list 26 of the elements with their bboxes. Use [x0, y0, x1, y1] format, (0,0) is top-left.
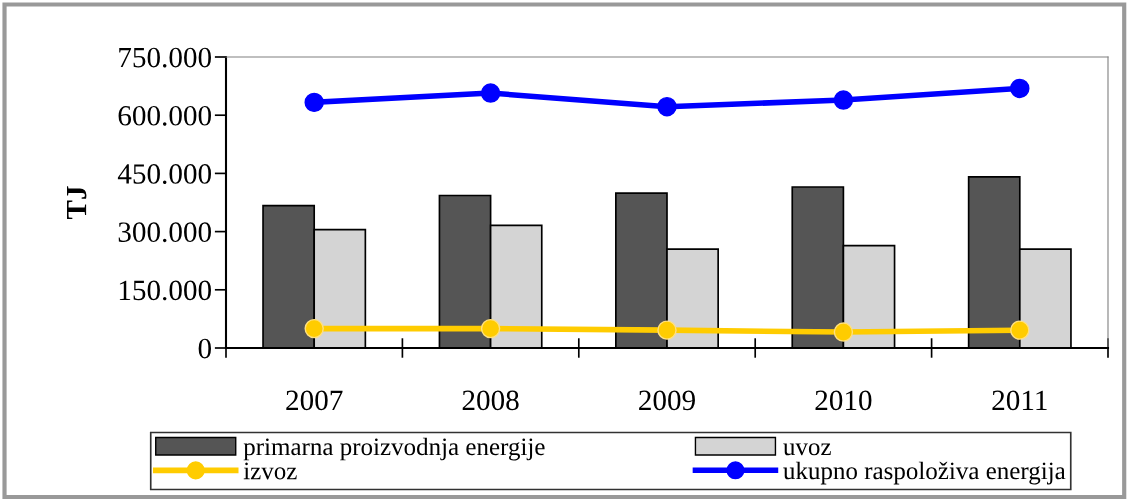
point [1010, 320, 1030, 340]
y-tick-label: 150.000 [119, 280, 211, 301]
y-tick-label: 600.000 [118, 105, 211, 126]
x-tick-label: 2010 [815, 390, 872, 411]
point [1010, 78, 1030, 99]
y-tick-label: 450.000 [117, 164, 211, 184]
y-tick-label: 300.000 [118, 222, 211, 243]
x-tick-label: 2011 [992, 390, 1047, 411]
y-tick-label: 0 [198, 338, 211, 359]
x-tick-label: 2008 [462, 390, 519, 411]
point [304, 92, 324, 113]
point [657, 96, 677, 117]
y-axis-title: TJ [67, 186, 87, 220]
legend-label: izvoz [243, 462, 297, 480]
x-tick-label: 2009 [639, 390, 695, 411]
point [657, 320, 677, 340]
y-tick-label: 750.000 [119, 47, 211, 68]
legend-label: ukupno raspoloživa energija [783, 461, 1066, 485]
point [480, 318, 501, 339]
point [833, 322, 854, 342]
point [304, 318, 324, 339]
point [833, 90, 854, 110]
legend-label: uvoz [783, 443, 831, 456]
legend-label: primarna proizvodnja energije [243, 437, 545, 461]
x-tick-label: 2007 [286, 390, 343, 411]
point [480, 83, 501, 103]
